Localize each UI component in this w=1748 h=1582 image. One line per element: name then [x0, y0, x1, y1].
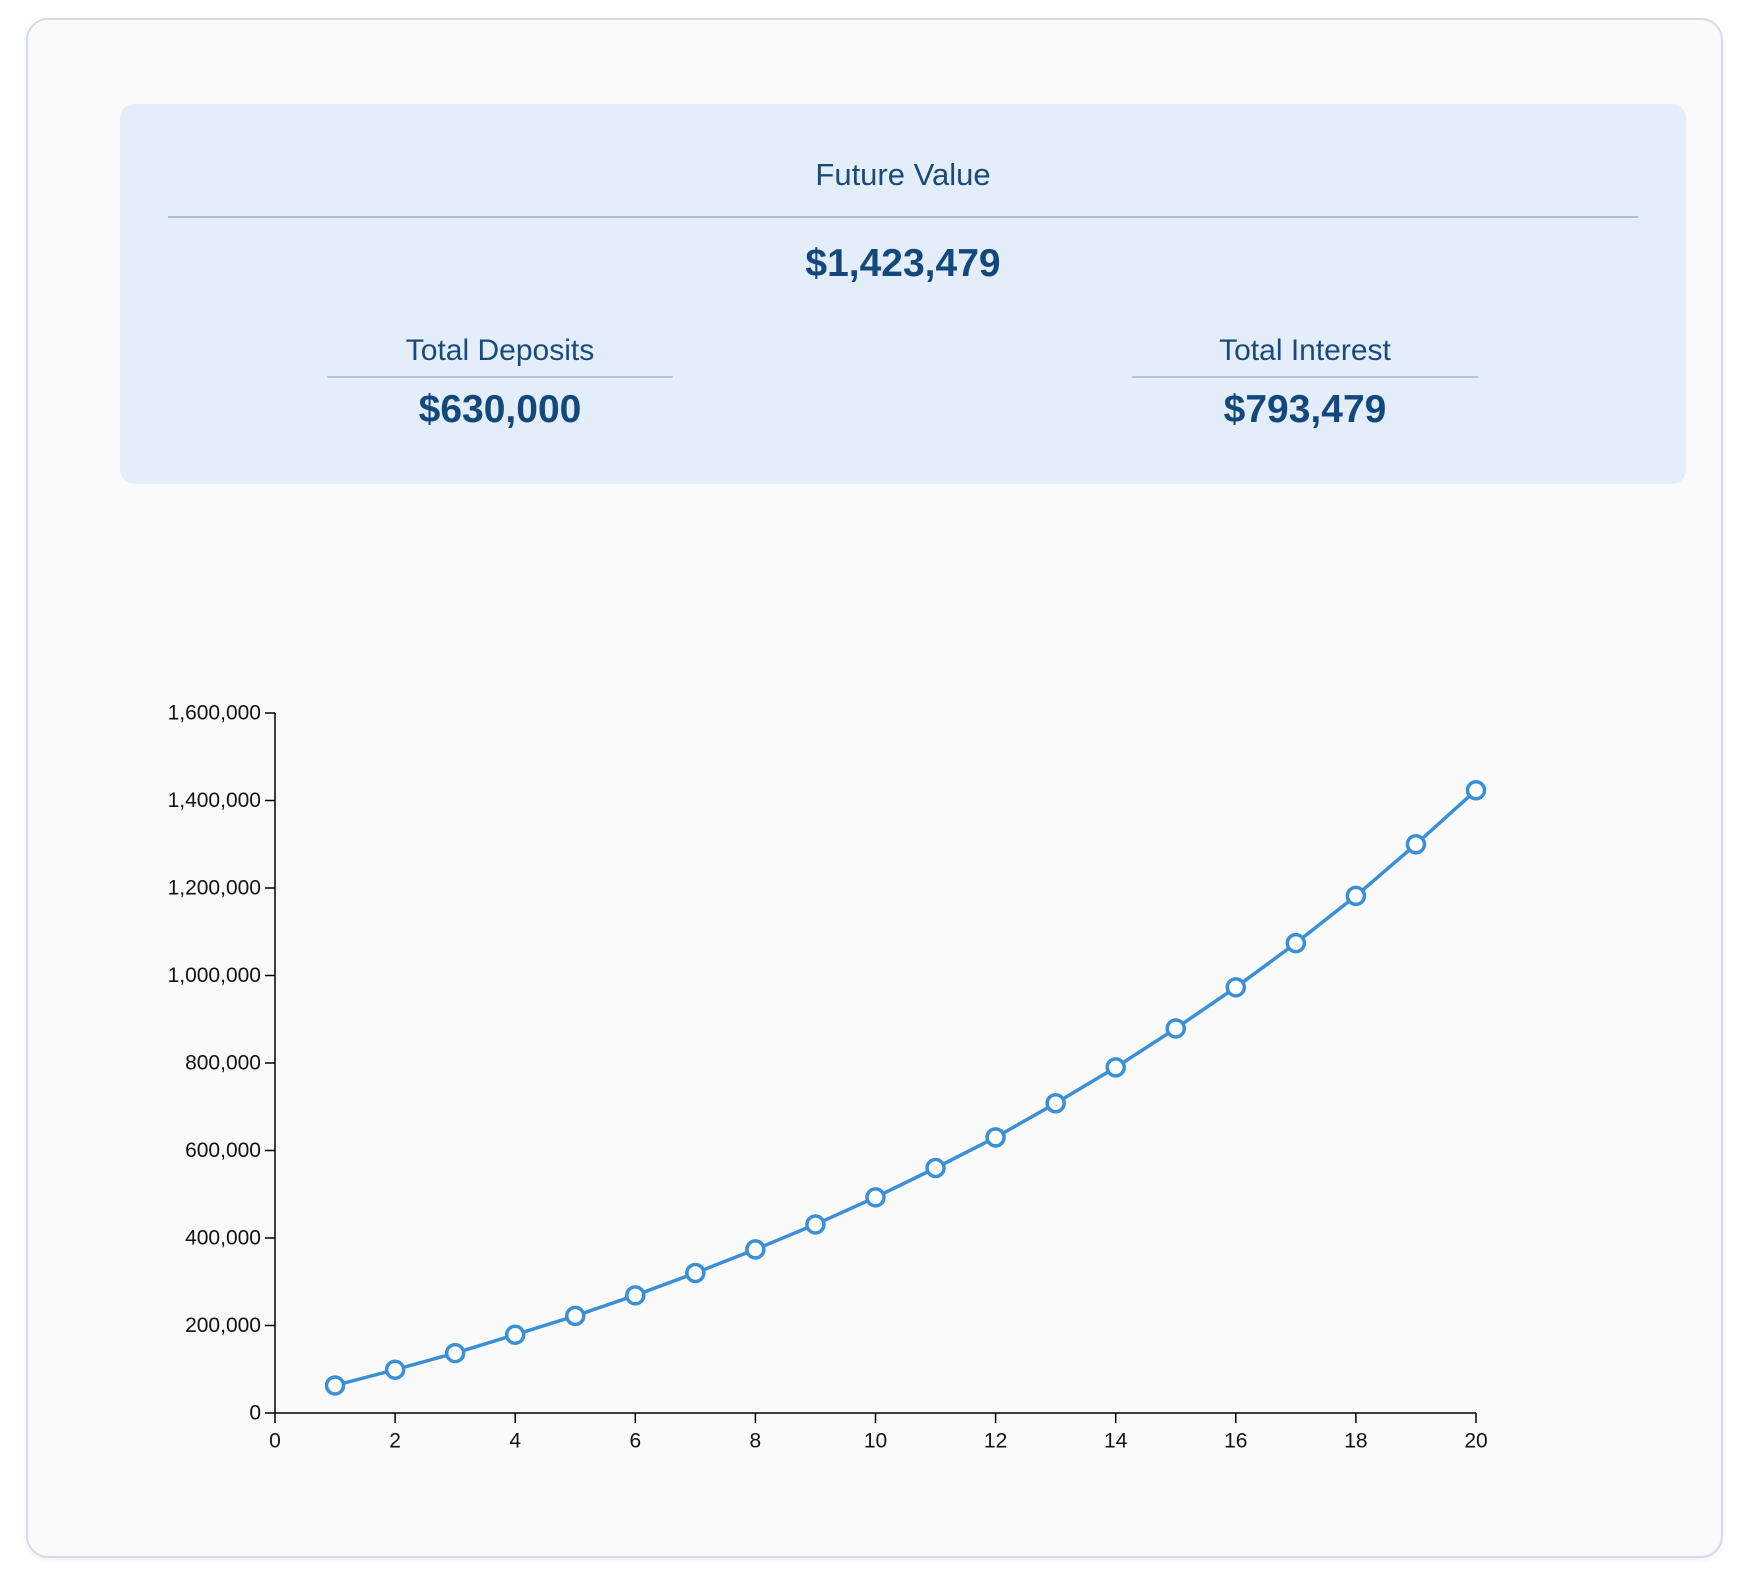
summary-panel: Future Value $1,423,479 Total Deposits $…	[120, 104, 1686, 484]
data-point	[324, 1375, 346, 1396]
data-point	[1465, 779, 1487, 801]
data-point	[925, 1157, 946, 1179]
total-interest-divider	[1132, 376, 1478, 378]
data-point	[1045, 1093, 1066, 1114]
x-tick-label: 12	[984, 1430, 1007, 1453]
y-tick-label: 400,000	[185, 1227, 261, 1250]
future-value-amount: $1,423,479	[805, 242, 1001, 285]
total-interest-stat: Total Interest $793,479	[1132, 332, 1478, 432]
x-tick-label: 10	[864, 1430, 887, 1453]
x-tick-label: 6	[629, 1430, 641, 1453]
total-deposits-label: Total Deposits	[405, 334, 595, 367]
x-axis: 0 2 4 6 8 10 12 14 16 18 20	[269, 1412, 1488, 1453]
y-tick-label: 800,000	[185, 1052, 261, 1075]
x-tick-label: 18	[1344, 1430, 1367, 1453]
y-tick-label: 200,000	[185, 1314, 261, 1337]
future-value-label: Future Value	[815, 157, 991, 192]
total-deposits-amount: $630,000	[418, 388, 582, 431]
y-tick-label: 1,200,000	[168, 877, 261, 900]
x-tick-label: 20	[1464, 1430, 1487, 1453]
data-point	[1285, 932, 1307, 954]
x-tick-label: 0	[269, 1430, 281, 1453]
x-tick-label: 2	[389, 1430, 401, 1453]
x-tick-label: 4	[509, 1430, 521, 1453]
data-point	[985, 1127, 1006, 1148]
y-axis: 0 200,000 400,000 600,000 800,000 1,000,000 1,…	[168, 702, 276, 1425]
data-point	[865, 1187, 886, 1208]
series-line	[333, 788, 1478, 1388]
data-point	[745, 1239, 766, 1260]
x-tick-label: 8	[750, 1430, 762, 1453]
total-deposits-divider	[327, 376, 673, 378]
future-value-divider	[168, 216, 1638, 218]
x-tick-label: 14	[1104, 1430, 1128, 1453]
data-point	[444, 1342, 466, 1364]
data-point	[1165, 1018, 1186, 1039]
results-card: Future Value $1,423,479 Total Deposits $…	[26, 18, 1723, 1558]
data-point	[1105, 1057, 1126, 1078]
x-tick-label: 16	[1224, 1430, 1247, 1453]
data-point	[504, 1324, 526, 1345]
total-deposits-stat: Total Deposits $630,000	[327, 332, 673, 432]
total-interest-amount: $793,479	[1223, 388, 1387, 431]
data-point	[625, 1285, 646, 1306]
data-point	[685, 1262, 706, 1284]
y-tick-label: 600,000	[185, 1139, 261, 1162]
total-interest-label: Total Interest	[1219, 334, 1391, 367]
data-point	[565, 1305, 586, 1327]
data-point	[1225, 977, 1247, 998]
data-point	[384, 1359, 406, 1380]
plot-area	[324, 779, 1487, 1396]
y-tick-label: 1,000,000	[168, 964, 261, 987]
data-point	[805, 1214, 826, 1235]
y-tick-label: 1,400,000	[168, 789, 261, 812]
y-tick-label: 1,600,000	[168, 702, 261, 725]
data-point	[1405, 834, 1427, 855]
y-tick-label: 0	[249, 1402, 261, 1425]
data-point	[1345, 885, 1367, 907]
